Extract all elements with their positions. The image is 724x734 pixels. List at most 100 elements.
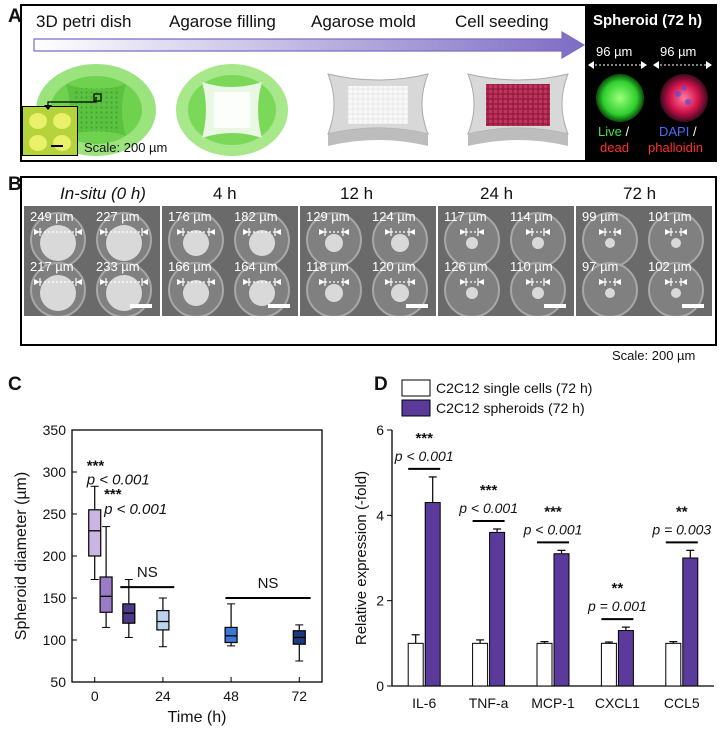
- panel-a-label: A: [8, 6, 22, 27]
- spheroid-diameter-label: 129 µm: [306, 209, 350, 224]
- spheroid-diameter-label: 124 µm: [372, 209, 416, 224]
- spheroid-diameter-label: 120 µm: [372, 259, 416, 274]
- y-tick-label: 2: [376, 593, 384, 609]
- spheroid-diameter-label: 166 µm: [168, 259, 212, 274]
- y-tick-label: 300: [43, 464, 67, 480]
- spheroid-blob: [671, 238, 681, 248]
- spheroid-blob: [106, 225, 142, 261]
- diameter-arrowhead: [526, 229, 532, 235]
- dapi-label: DAPI: [659, 124, 690, 139]
- bar-1-0: [424, 502, 441, 687]
- diameter-arrowhead: [209, 229, 215, 235]
- diameter-arrowhead: [385, 229, 391, 235]
- diameter-arrowhead: [76, 229, 82, 235]
- diameter-arrowhead: [142, 229, 148, 235]
- x-tick-label: 0: [91, 688, 99, 704]
- scale-bar: [544, 304, 566, 308]
- spheroid-blob: [249, 230, 275, 256]
- sig-stars: **: [676, 503, 688, 520]
- spheroid-blob: [249, 280, 275, 306]
- panel-b-label: B: [8, 174, 22, 195]
- diameter-arrowhead: [544, 229, 550, 235]
- diameter-arrowhead: [343, 229, 349, 235]
- spheroid-diameter-label: 102 µm: [648, 259, 692, 274]
- sig-p-value: p = 0.001: [587, 598, 647, 614]
- legend-swatch-0: [401, 379, 431, 397]
- spheroid-fluorescence-images: [596, 74, 708, 122]
- sig-p-value: p < 0.001: [394, 448, 454, 464]
- legend-swatch-1: [401, 399, 431, 417]
- phalloidin-label: phalloidin: [648, 140, 703, 155]
- panel-b-frame: [20, 176, 717, 346]
- spheroid-blob: [183, 230, 209, 256]
- spheroid-diameter-label: 176 µm: [168, 209, 212, 224]
- x-category-label: CCL5: [664, 695, 700, 711]
- spheroid-diameter-label: 97 µm: [582, 259, 619, 274]
- spheroid-diameter-label: 233 µm: [96, 259, 140, 274]
- diameter-arrowhead: [599, 229, 605, 235]
- spheroid-diameter-label: 164 µm: [234, 259, 278, 274]
- time-label-24h: 24 h: [480, 184, 514, 203]
- spheroid-blob: [106, 275, 142, 311]
- bar-chart: 0 2 4 6 Relative expression (-fold) C2C12 sin…: [353, 379, 714, 711]
- ns-label: NS: [137, 564, 158, 581]
- scale-bar: [406, 304, 428, 308]
- diameter-arrowhead: [275, 279, 281, 285]
- diameter-arrowhead: [615, 229, 621, 235]
- sig-p-value: p < 0.001: [458, 500, 518, 516]
- time-label-4h: 4 h: [213, 184, 237, 203]
- spheroid-blob: [532, 287, 544, 299]
- diameter-arrowhead: [343, 279, 349, 285]
- time-label-72h: 72 h: [623, 184, 657, 203]
- y-tick-label: 200: [43, 548, 67, 564]
- diameter-arrowhead: [409, 229, 415, 235]
- diameter-arrowhead: [526, 279, 532, 285]
- step-label-agarose-filling: Agarose filling: [169, 12, 276, 31]
- spheroid-blob: [391, 284, 409, 302]
- step-label-petri: 3D petri dish: [36, 12, 132, 31]
- spheroid-diameter-label: 99 µm: [582, 209, 619, 224]
- spheroid-dim-live: 96 µm: [596, 44, 633, 59]
- sig-stars: ***: [415, 430, 433, 447]
- sig-p-value: p = 0.003: [651, 521, 711, 537]
- box-0: [88, 509, 102, 557]
- x-tick-label: 48: [223, 688, 239, 704]
- microscopy-image-3: 117 µm 114 µm 126 µm 110 µm: [438, 206, 574, 316]
- spheroid-blob: [183, 280, 209, 306]
- step-label-agarose-mold: Agarose mold: [311, 12, 416, 31]
- diameter-arrowhead: [599, 279, 605, 285]
- spheroid-diameter-label: 182 µm: [234, 209, 278, 224]
- spheroid-blob: [325, 234, 343, 252]
- diameter-arrowhead: [665, 279, 671, 285]
- spheroid-dim-arrows: [588, 61, 712, 69]
- diameter-arrowhead: [478, 229, 484, 235]
- diameter-arrowhead: [275, 229, 281, 235]
- spheroid-diameter-label: 217 µm: [30, 259, 74, 274]
- diameter-arrowhead: [34, 279, 40, 285]
- spheroid-blob: [605, 288, 615, 298]
- spheroid-diameter-label: 227 µm: [96, 209, 140, 224]
- x-category-label: TNF-a: [469, 695, 509, 711]
- spheroid-blob: [40, 275, 76, 311]
- diameter-arrowhead: [177, 279, 183, 285]
- diameter-arrowhead: [177, 229, 183, 235]
- bar-0-2: [536, 642, 553, 687]
- spheroid-diameter-label: 126 µm: [444, 259, 488, 274]
- spheroid-blob: [391, 234, 409, 252]
- sig-p-value: p < 0.001: [103, 501, 167, 518]
- diameter-arrowhead: [100, 279, 106, 285]
- x-category-label: MCP-1: [531, 695, 575, 711]
- microscopy-svg-2: [306, 212, 428, 316]
- panel-c-label: C: [8, 374, 22, 395]
- spheroid-blob: [466, 237, 478, 249]
- diameter-arrowhead: [409, 279, 415, 285]
- spheroid-diameter-label: 110 µm: [510, 259, 553, 274]
- diameter-arrowhead: [243, 229, 249, 235]
- box-1: [99, 576, 113, 613]
- bar-0-3: [600, 642, 617, 687]
- diameter-arrowhead: [460, 229, 466, 235]
- spheroid-diameter-label: 249 µm: [30, 209, 74, 224]
- spheroid-diameter-label: 117 µm: [444, 209, 487, 224]
- spheroid-diameter-label: 114 µm: [510, 209, 553, 224]
- diameter-arrowhead: [319, 229, 325, 235]
